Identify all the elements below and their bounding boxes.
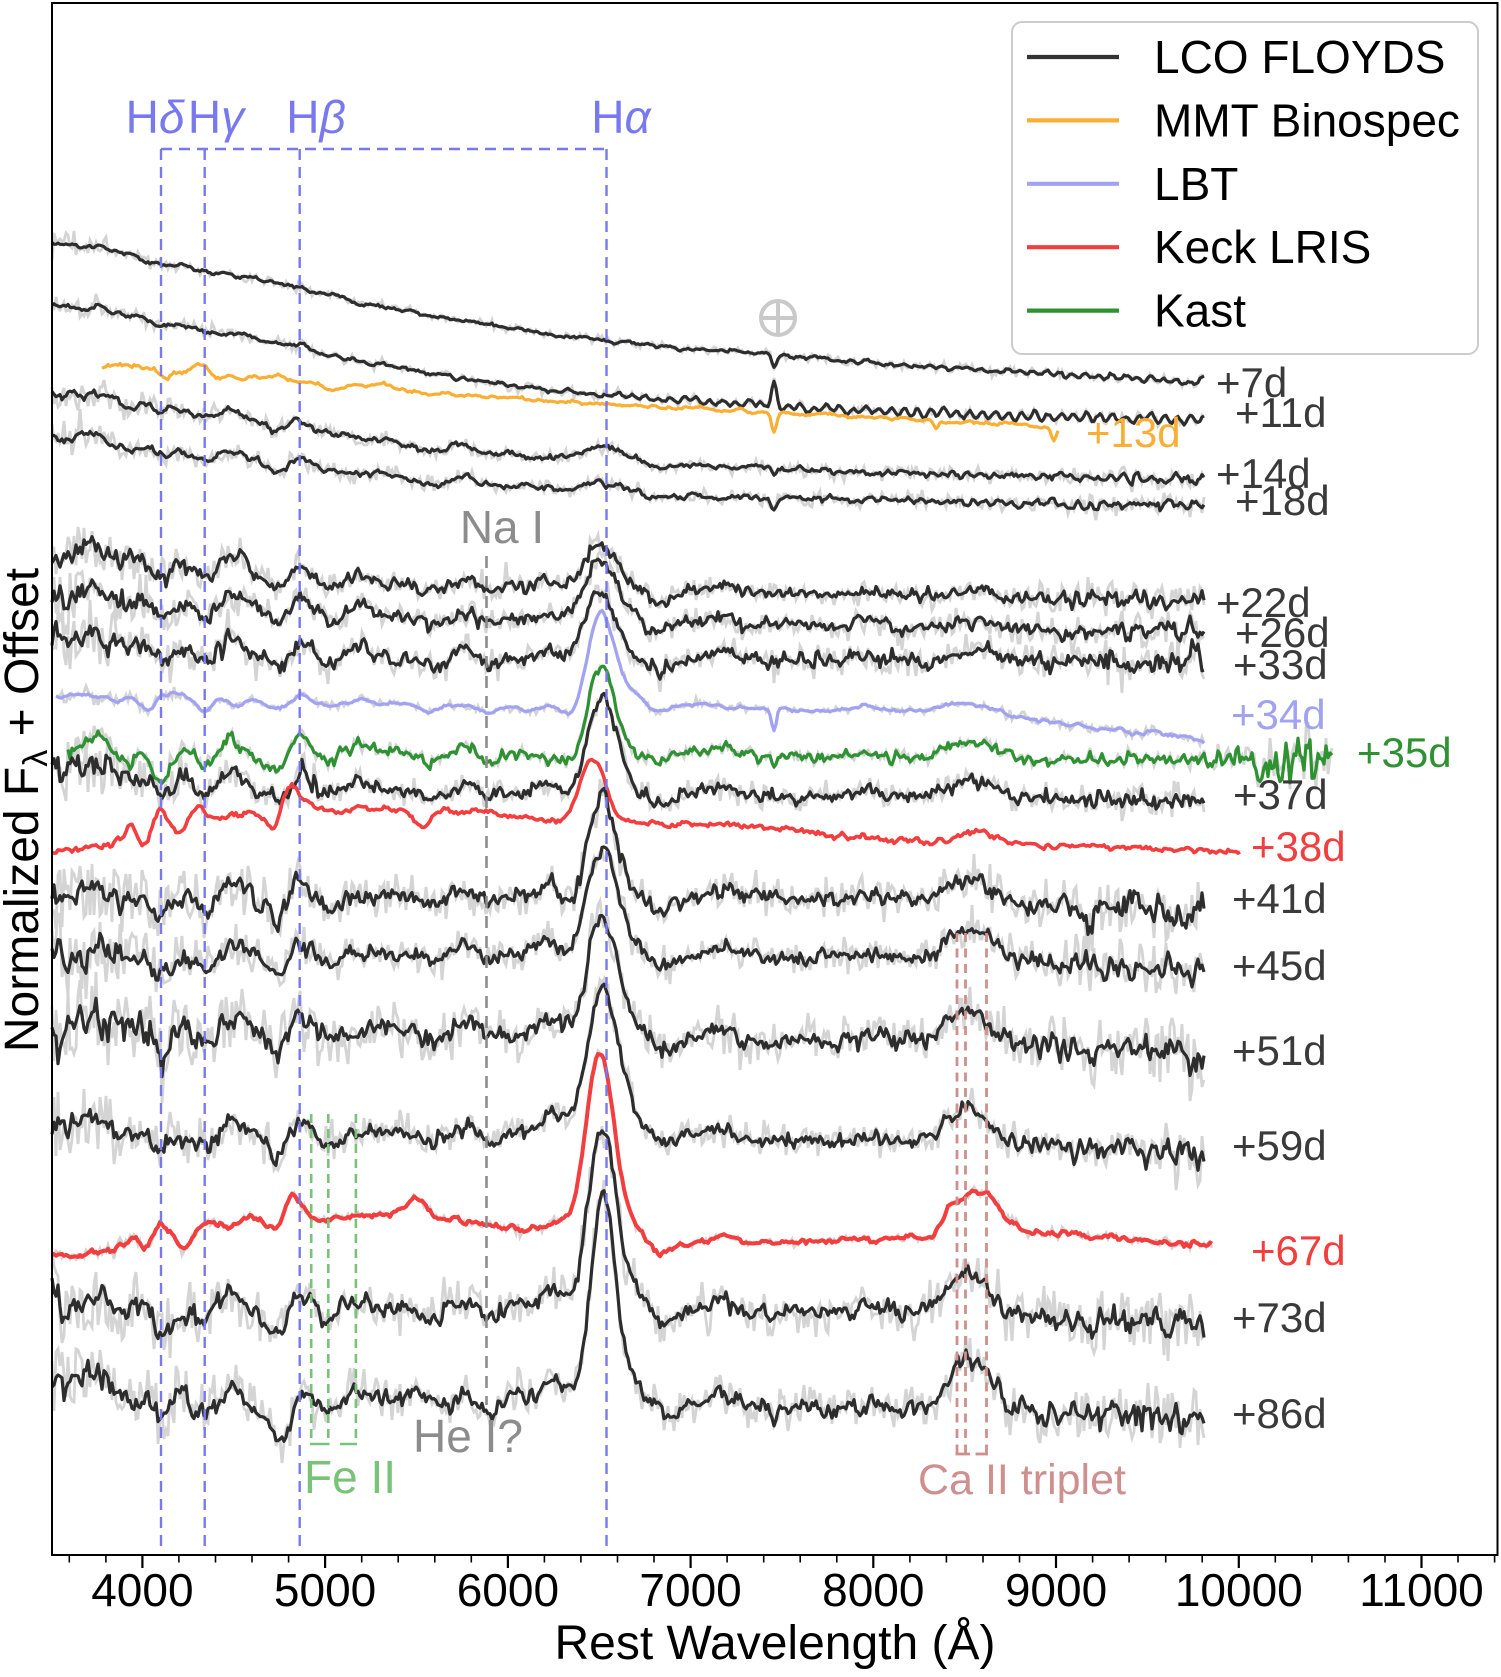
svg-text:7000: 7000 — [639, 1564, 741, 1616]
svg-text:Normalized Fλ + Offset: Normalized Fλ + Offset — [0, 568, 55, 1052]
svg-text:10000: 10000 — [1175, 1564, 1303, 1616]
svg-text:Ca II triplet: Ca II triplet — [918, 1456, 1126, 1504]
svg-text:+73d: +73d — [1232, 1294, 1327, 1341]
svg-text:+33d: +33d — [1233, 641, 1328, 688]
svg-text:+45d: +45d — [1232, 942, 1327, 989]
svg-text:+38d: +38d — [1251, 823, 1346, 870]
svg-text:+18d: +18d — [1235, 477, 1330, 524]
svg-text:Fe II: Fe II — [304, 1451, 396, 1503]
svg-text:Rest Wavelength (Å): Rest Wavelength (Å) — [554, 1617, 995, 1670]
svg-text:LCO FLOYDS: LCO FLOYDS — [1154, 31, 1445, 83]
svg-text:+51d: +51d — [1232, 1027, 1327, 1074]
svg-text:9000: 9000 — [1005, 1564, 1107, 1616]
svg-text:LBT: LBT — [1154, 158, 1238, 210]
svg-text:Hδ: Hδ — [126, 91, 185, 143]
svg-text:+67d: +67d — [1251, 1227, 1346, 1274]
svg-text:Na I: Na I — [460, 501, 544, 553]
svg-text:Keck LRIS: Keck LRIS — [1154, 221, 1371, 273]
svg-text:+26d: +26d — [1235, 609, 1330, 656]
svg-text:+13d: +13d — [1086, 409, 1181, 456]
svg-text:6000: 6000 — [457, 1564, 559, 1616]
svg-text:MMT Binospec: MMT Binospec — [1154, 94, 1460, 146]
svg-text:Hγ: Hγ — [188, 91, 247, 143]
svg-text:+35d: +35d — [1357, 729, 1452, 776]
svg-text:Hβ: Hβ — [286, 91, 346, 143]
svg-text:+34d: +34d — [1231, 691, 1326, 738]
svg-text:+86d: +86d — [1232, 1390, 1327, 1437]
svg-text:11000: 11000 — [1359, 1564, 1484, 1616]
svg-text:Hα: Hα — [591, 91, 652, 143]
svg-text:8000: 8000 — [822, 1564, 924, 1616]
svg-text:+37d: +37d — [1233, 771, 1328, 818]
svg-text:He I?: He I? — [413, 1410, 523, 1462]
svg-text:4000: 4000 — [91, 1564, 193, 1616]
svg-text:+11d: +11d — [1235, 389, 1327, 436]
svg-text:Kast: Kast — [1154, 285, 1246, 337]
svg-text:+14d: +14d — [1216, 450, 1311, 497]
svg-text:+59d: +59d — [1232, 1122, 1327, 1169]
svg-text:+22d: +22d — [1216, 579, 1311, 626]
svg-text:+7d: +7d — [1216, 359, 1287, 406]
svg-text:+41d: +41d — [1232, 875, 1327, 922]
svg-text:5000: 5000 — [274, 1564, 376, 1616]
